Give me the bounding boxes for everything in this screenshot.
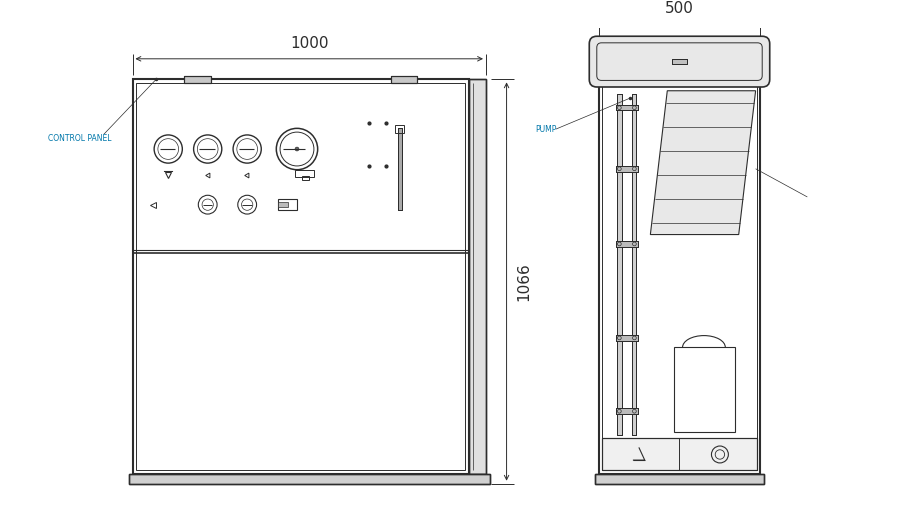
Bar	[615, 166, 638, 172]
Bar	[599, 79, 760, 474]
Bar	[631, 93, 636, 435]
Bar	[602, 437, 757, 470]
Bar	[615, 408, 638, 414]
Text: CONTROL PANEL: CONTROL PANEL	[48, 134, 111, 143]
Bar	[615, 241, 638, 247]
Bar	[615, 408, 638, 414]
FancyBboxPatch shape	[589, 36, 770, 87]
Bar	[615, 105, 638, 111]
Bar	[674, 347, 735, 432]
Bar	[602, 437, 757, 470]
Bar	[136, 83, 465, 470]
Bar	[184, 76, 210, 83]
Bar	[469, 79, 486, 474]
Bar	[129, 474, 489, 484]
Bar	[680, 356, 729, 426]
Bar	[615, 105, 638, 111]
Bar	[618, 93, 622, 435]
Bar	[391, 76, 418, 83]
Bar	[615, 166, 638, 172]
Bar	[398, 128, 402, 210]
Bar	[129, 474, 489, 484]
Bar	[395, 125, 404, 133]
Bar	[295, 170, 313, 177]
Bar	[618, 93, 622, 435]
Polygon shape	[651, 91, 756, 235]
Bar	[615, 335, 638, 341]
Bar	[672, 59, 687, 65]
Text: 1066: 1066	[516, 262, 531, 301]
Bar	[631, 93, 636, 435]
Bar	[602, 83, 757, 470]
Bar	[184, 76, 210, 83]
Bar	[595, 474, 764, 484]
Bar	[278, 199, 297, 210]
Bar	[398, 128, 402, 210]
Bar	[615, 335, 638, 341]
Bar	[302, 176, 309, 180]
Bar	[391, 76, 418, 83]
Bar	[132, 79, 469, 474]
Bar	[615, 241, 638, 247]
Bar	[469, 79, 486, 474]
Text: 500: 500	[665, 1, 694, 16]
Circle shape	[295, 147, 299, 151]
Bar	[278, 202, 287, 207]
Bar	[595, 474, 764, 484]
Text: PUMP: PUMP	[535, 125, 556, 134]
Bar	[672, 59, 687, 65]
Text: 1000: 1000	[290, 36, 329, 51]
